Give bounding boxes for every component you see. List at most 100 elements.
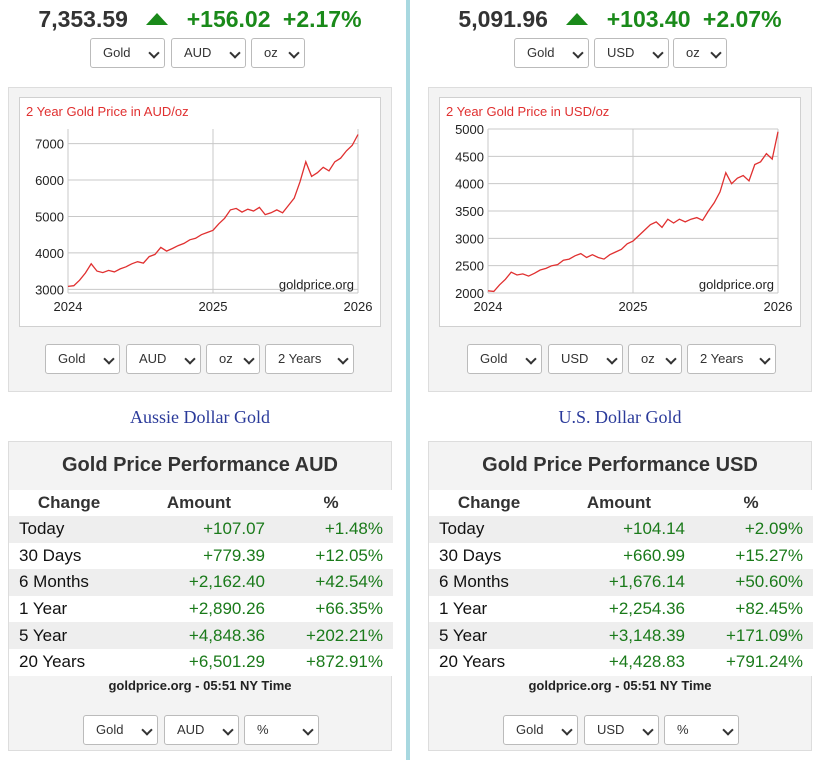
- chevron-down-icon: [606, 353, 618, 365]
- perf-unit-select[interactable]: %: [244, 715, 319, 745]
- usd-change: +103.40: [606, 6, 691, 32]
- y-tick-label: 2500: [455, 259, 484, 274]
- row-amount: +6,501.29: [129, 648, 269, 676]
- table-row: Today +107.07 +1.48%: [9, 516, 393, 543]
- y-tick-label: 4000: [455, 177, 484, 192]
- currency-select[interactable]: AUD: [171, 38, 246, 68]
- row-amount: +1,676.14: [549, 569, 689, 596]
- chevron-down-icon: [302, 724, 314, 736]
- chart-range-select[interactable]: 2 Years: [687, 344, 776, 374]
- y-tick-label: 3000: [455, 231, 484, 246]
- chart-title: 2 Year Gold Price in USD/oz: [446, 104, 609, 119]
- header-pct: %: [689, 490, 813, 516]
- chevron-down-icon: [229, 47, 241, 59]
- row-pct: +872.91%: [269, 648, 393, 676]
- up-arrow-icon: [566, 12, 589, 25]
- usd-caption-link[interactable]: U.S. Dollar Gold: [558, 407, 682, 427]
- aud-price: 7,353.59: [38, 6, 128, 32]
- row-pct: +202.21%: [269, 622, 393, 649]
- row-label: 1 Year: [429, 595, 549, 623]
- usd-change-pct: +2.07%: [702, 6, 782, 32]
- chevron-down-icon: [148, 47, 160, 59]
- y-tick-label: 6000: [35, 173, 64, 188]
- perf-currency-select[interactable]: USD: [584, 715, 659, 745]
- chart-metal-select[interactable]: Gold: [467, 344, 542, 374]
- row-amount: +4,848.36: [129, 622, 269, 649]
- metal-select[interactable]: Gold: [90, 38, 165, 68]
- table-row: 30 Days +660.99 +15.27%: [429, 542, 813, 570]
- chart-metal-select[interactable]: Gold: [45, 344, 120, 374]
- table-row: 6 Months +2,162.40 +42.54%: [9, 569, 393, 596]
- row-pct: +12.05%: [269, 542, 393, 570]
- perf-metal-select[interactable]: Gold: [83, 715, 158, 745]
- aud-caption-link[interactable]: Aussie Dollar Gold: [130, 407, 270, 427]
- row-label: 30 Days: [429, 542, 549, 570]
- unit-select[interactable]: oz: [251, 38, 305, 68]
- perf-title: Gold Price Performance AUD: [61, 454, 338, 476]
- row-pct: +42.54%: [269, 569, 393, 596]
- header-change: Change: [9, 490, 129, 516]
- chart-range-select[interactable]: 2 Years: [265, 344, 354, 374]
- aud-performance-panel: Gold Price Performance AUD Change Amount…: [8, 441, 393, 751]
- chevron-down-icon: [759, 353, 771, 365]
- row-amount: +779.39: [129, 542, 269, 570]
- y-tick-label: 2000: [455, 286, 484, 301]
- chevron-down-icon: [222, 724, 234, 736]
- usd-chart: 2000 2500 3000 3500 4000 4500 5000 2024 2025 2026…: [439, 97, 801, 327]
- aud-chart-panel: 3000 4000 5000 6000 7000 2024 2025 2026 2 Year G…: [8, 87, 392, 392]
- usd-chart-panel: 2000 2500 3000 3500 4000 4500 5000 2024 2025 2026…: [428, 87, 812, 392]
- row-label: 6 Months: [429, 569, 549, 596]
- chevron-down-icon: [288, 47, 300, 59]
- perf-unit-select[interactable]: %: [664, 715, 739, 745]
- perf-currency-select[interactable]: AUD: [164, 715, 239, 745]
- metal-select[interactable]: Gold: [514, 38, 589, 68]
- row-label: 5 Year: [9, 622, 129, 649]
- table-row: 20 Years +6,501.29 +872.91%: [9, 648, 393, 676]
- usd-chart-svg: 2000 2500 3000 3500 4000 4500 5000 2024 2025 2026…: [446, 104, 793, 314]
- y-tick-label: 3500: [455, 204, 484, 219]
- currency-select[interactable]: USD: [594, 38, 669, 68]
- y-tick-label: 4500: [455, 149, 484, 164]
- aud-chart: 3000 4000 5000 6000 7000 2024 2025 2026 2 Year G…: [19, 97, 381, 327]
- chevron-down-icon: [722, 724, 734, 736]
- x-tick-label: 2025: [619, 299, 648, 314]
- chart-watermark: goldprice.org: [699, 277, 774, 292]
- row-label: Today: [9, 516, 129, 543]
- perf-table: Change Amount % Today +107.07 +1.48% 30 Da…: [9, 490, 393, 676]
- chevron-down-icon: [710, 47, 722, 59]
- row-pct: +1.48%: [269, 516, 393, 543]
- row-pct: +791.24%: [689, 648, 813, 676]
- row-label: 5 Year: [429, 622, 549, 649]
- chevron-down-icon: [665, 353, 677, 365]
- chevron-down-icon: [243, 353, 255, 365]
- row-amount: +107.07: [129, 516, 269, 543]
- row-label: Today: [429, 516, 549, 543]
- x-tick-label: 2026: [764, 299, 793, 314]
- chevron-down-icon: [642, 724, 654, 736]
- price-series-line: [67, 134, 359, 288]
- chart-unit-select[interactable]: oz: [628, 344, 682, 374]
- x-tick-label: 2024: [474, 299, 503, 314]
- chart-unit-select[interactable]: oz: [206, 344, 260, 374]
- chart-currency-select[interactable]: USD: [548, 344, 623, 374]
- row-pct: +50.60%: [689, 569, 813, 596]
- table-row: 1 Year +2,254.36 +82.45%: [429, 595, 813, 623]
- aud-change: +156.02: [186, 6, 271, 32]
- perf-metal-select[interactable]: Gold: [503, 715, 578, 745]
- header-pct: %: [269, 490, 393, 516]
- chevron-down-icon: [525, 353, 537, 365]
- aud-price-ticker: 7,353.59 +156.02 +2.17%: [0, 6, 400, 33]
- unit-select[interactable]: oz: [673, 38, 727, 68]
- y-tick-label: 7000: [35, 137, 64, 152]
- chart-watermark: goldprice.org: [279, 277, 354, 292]
- aud-change-pct: +2.17%: [282, 6, 362, 32]
- usd-price-ticker: 5,091.96 +103.40 +2.07%: [420, 6, 818, 33]
- row-amount: +2,162.40: [129, 569, 269, 596]
- row-pct: +2.09%: [689, 516, 813, 543]
- chart-currency-select[interactable]: AUD: [126, 344, 201, 374]
- table-row: 20 Years +4,428.83 +791.24%: [429, 648, 813, 676]
- x-tick-label: 2024: [54, 299, 83, 314]
- row-pct: +82.45%: [689, 595, 813, 623]
- header-amount: Amount: [129, 490, 269, 516]
- chevron-down-icon: [337, 353, 349, 365]
